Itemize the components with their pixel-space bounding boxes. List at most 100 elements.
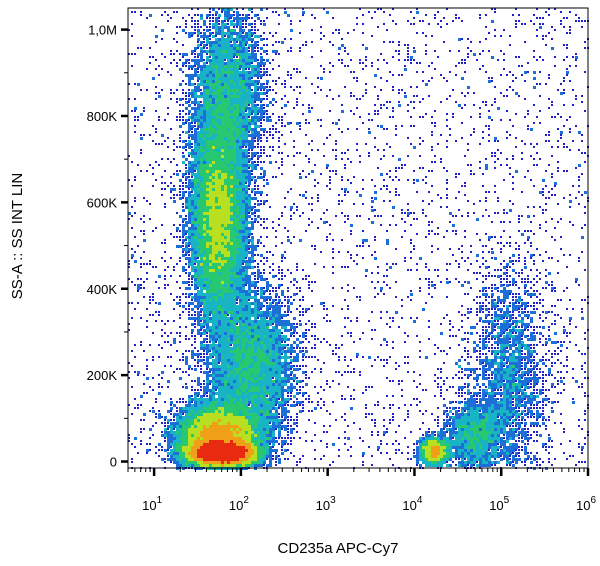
density-dot — [533, 158, 535, 160]
density-dot — [413, 17, 415, 19]
density-dot — [488, 296, 490, 298]
density-dot — [212, 113, 215, 116]
density-dot — [215, 101, 218, 104]
density-dot — [131, 227, 133, 229]
density-dot — [380, 158, 382, 160]
density-dot — [188, 188, 190, 190]
density-dot — [203, 143, 206, 146]
density-dot — [254, 128, 257, 131]
density-dot — [266, 137, 268, 139]
density-dot — [212, 323, 215, 326]
density-dot — [215, 176, 218, 179]
density-dot — [296, 287, 298, 289]
density-dot — [389, 191, 391, 193]
density-dot — [260, 23, 262, 25]
density-dot — [233, 314, 236, 317]
density-dot — [221, 44, 224, 47]
density-dot — [320, 218, 322, 220]
density-dot — [212, 23, 215, 26]
density-dot — [218, 218, 221, 221]
density-dot — [227, 260, 230, 263]
density-dot — [230, 119, 233, 122]
density-dot — [269, 131, 271, 133]
density-dot — [209, 266, 212, 269]
density-dot — [299, 290, 301, 292]
density-dot — [503, 230, 505, 232]
density-dot — [155, 302, 157, 304]
density-dot — [182, 242, 184, 244]
density-dot — [200, 227, 203, 230]
density-dot — [209, 254, 212, 257]
density-dot — [254, 197, 257, 200]
density-dot — [203, 35, 206, 38]
density-dot — [191, 302, 194, 305]
density-dot — [248, 257, 251, 260]
density-dot — [140, 113, 143, 116]
density-dot — [263, 68, 265, 70]
density-dot — [227, 248, 230, 251]
density-dot — [209, 326, 212, 329]
density-dot — [518, 248, 520, 250]
density-dot — [473, 131, 475, 133]
density-dot — [569, 320, 571, 322]
density-dot — [500, 119, 502, 121]
density-dot — [428, 203, 430, 205]
density-dot — [242, 14, 244, 16]
density-dot — [410, 125, 412, 127]
density-dot — [254, 74, 257, 77]
density-dot — [569, 116, 571, 118]
density-dot — [473, 53, 476, 56]
density-dot — [488, 326, 490, 328]
density-dot — [191, 308, 194, 311]
density-dot — [209, 89, 212, 92]
density-dot — [221, 86, 224, 89]
density-dot — [164, 284, 166, 286]
density-dot — [494, 302, 497, 305]
density-dot — [248, 182, 251, 185]
density-dot — [425, 266, 427, 268]
density-dot — [482, 137, 484, 139]
density-dot — [224, 200, 227, 203]
density-dot — [233, 110, 236, 113]
density-dot — [554, 239, 556, 241]
density-dot — [431, 35, 433, 37]
density-dot — [404, 95, 407, 98]
density-dot — [239, 152, 242, 155]
density-dot — [188, 152, 191, 155]
density-dot — [197, 53, 200, 56]
density-dot — [197, 26, 199, 28]
density-dot — [266, 38, 268, 40]
density-dot — [554, 323, 556, 325]
density-dot — [191, 35, 193, 37]
density-dot — [200, 149, 203, 152]
density-dot — [305, 275, 307, 277]
density-dot — [266, 182, 269, 185]
density-dot — [233, 233, 236, 236]
density-dot — [344, 194, 346, 196]
density-dot — [374, 137, 376, 139]
density-dot — [182, 119, 184, 121]
density-dot — [482, 293, 485, 296]
density-dot — [269, 251, 271, 253]
density-dot — [533, 56, 535, 58]
density-dot — [143, 230, 145, 232]
density-dot — [560, 248, 562, 250]
density-dot — [230, 8, 233, 11]
density-dot — [221, 161, 224, 164]
density-dot — [344, 326, 346, 328]
density-dot — [227, 326, 230, 329]
density-dot — [494, 326, 496, 328]
density-dot — [248, 164, 251, 167]
density-dot — [533, 23, 535, 25]
density-dot — [248, 161, 250, 163]
density-dot — [191, 125, 194, 128]
density-dot — [140, 257, 142, 259]
density-dot — [542, 326, 545, 329]
density-dot — [536, 152, 538, 154]
density-dot — [260, 65, 262, 67]
density-dot — [221, 74, 224, 77]
density-dot — [218, 200, 221, 203]
density-dot — [206, 227, 209, 230]
density-dot — [296, 122, 299, 125]
density-dot — [212, 146, 215, 149]
